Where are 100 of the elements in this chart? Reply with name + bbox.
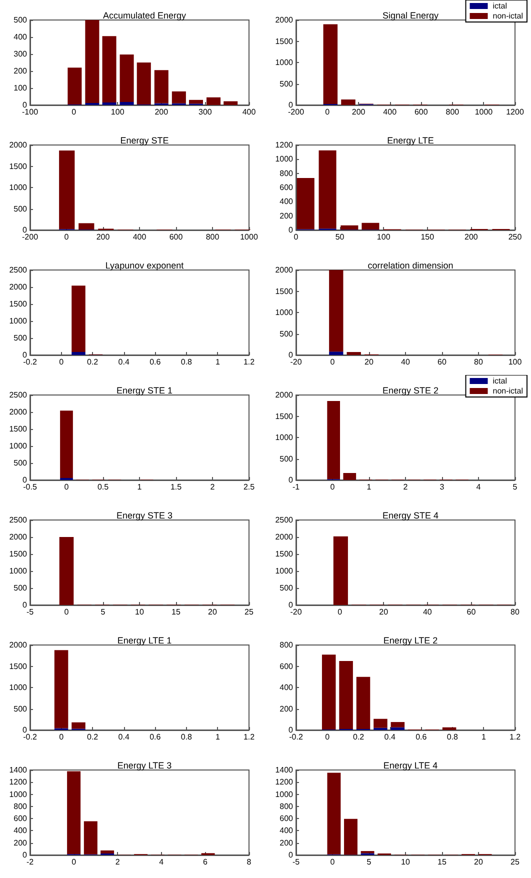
y-tick-label: 500 — [280, 584, 294, 592]
x-tick-label: 0 — [330, 358, 336, 366]
y-tick-label: 1000 — [9, 790, 28, 799]
chart-title: Energy LTE 1 — [117, 636, 172, 646]
chart-title: Lyapunov exponent — [105, 260, 184, 270]
y-tick-label: 800 — [280, 640, 294, 650]
x-tick-label: 0.6 — [150, 732, 162, 742]
chart-title: Energy STE 2 — [382, 386, 439, 396]
x-tick-label: -100 — [22, 108, 39, 116]
y-tick-label: 1200 — [275, 140, 294, 150]
y-tick-label: 1400 — [9, 766, 28, 774]
x-tick-label: 4 — [159, 858, 164, 866]
x-tick-label: 0 — [64, 232, 70, 242]
x-tick-label: 20 — [208, 608, 218, 616]
x-tick-label: 60 — [466, 608, 476, 616]
x-tick-label: 200 — [352, 108, 366, 116]
y-tick-label: 0 — [288, 226, 294, 234]
chart-title: Energy LTE — [387, 136, 434, 146]
y-tick-label: 1500 — [9, 662, 28, 671]
x-tick-label: 10 — [135, 608, 144, 616]
y-tick-label: 200 — [14, 838, 28, 848]
x-tick-label: 40 — [401, 358, 410, 366]
chart-title: Accumulated Energy — [102, 10, 187, 20]
x-tick-label: 1 — [215, 732, 220, 742]
y-tick-label: 500 — [14, 204, 28, 214]
y-tick-label: 0 — [288, 100, 294, 110]
y-tick-label: 2000 — [9, 140, 28, 150]
chart-title: Signal Energy — [382, 10, 440, 20]
x-tick-label: 1.2 — [243, 732, 256, 742]
y-tick-label: 0 — [288, 350, 294, 360]
y-tick-label: 500 — [280, 329, 294, 338]
x-tick-label: 150 — [420, 232, 435, 242]
y-tick-label: 400 — [14, 826, 28, 836]
x-tick-label: 20 — [364, 358, 374, 366]
x-tick-label: 400 — [383, 108, 398, 116]
y-tick-label: 0 — [288, 726, 294, 734]
x-tick-label: 200 — [154, 108, 169, 116]
y-tick-label: 0 — [22, 726, 28, 734]
y-tick-label: 400 — [280, 197, 294, 206]
y-tick-label: 0 — [22, 226, 28, 234]
x-tick-label: 0.4 — [118, 732, 130, 742]
x-tick-label: -1 — [292, 482, 300, 492]
y-tick-label: 1500 — [9, 300, 28, 308]
x-tick-label: -200 — [22, 232, 39, 242]
y-tick-label: 2000 — [9, 640, 28, 650]
x-tick-label: 20 — [474, 858, 484, 866]
y-tick-label: 400 — [280, 683, 294, 692]
x-tick-label: 1000 — [240, 232, 258, 242]
y-tick-label: 500 — [280, 79, 294, 88]
x-tick-label: 0.4 — [384, 732, 396, 742]
x-tick-label: 300 — [198, 108, 212, 116]
y-tick-label: 0 — [22, 850, 28, 860]
y-tick-label: 1000 — [9, 566, 28, 576]
chart-title: Energy STE — [120, 136, 169, 146]
y-tick-label: 1000 — [275, 308, 294, 317]
legend-label: non-ictal — [492, 12, 524, 20]
x-tick-label: 0 — [64, 482, 70, 492]
x-tick-label: 10 — [401, 858, 410, 866]
x-tick-label: 0.2 — [87, 732, 99, 742]
x-tick-label: 1000 — [474, 108, 494, 116]
y-tick-label: 1500 — [9, 424, 28, 434]
y-tick-label: 200 — [280, 704, 294, 714]
chart-title: correlation dimension — [368, 260, 454, 270]
chart-title: Energy STE 3 — [116, 510, 173, 520]
x-tick-label: 0 — [59, 732, 64, 742]
x-tick-label: 0 — [338, 608, 343, 616]
y-tick-label: 200 — [280, 211, 294, 220]
x-tick-label: 25 — [510, 858, 520, 866]
x-tick-label: 5 — [366, 858, 372, 866]
legend-label: ictal — [492, 2, 508, 10]
y-tick-label: 1000 — [275, 566, 294, 576]
x-tick-label: 600 — [414, 108, 428, 116]
x-tick-label: 0.2 — [87, 358, 99, 366]
y-tick-label: 600 — [14, 814, 28, 824]
x-tick-label: 80 — [474, 358, 484, 366]
x-tick-label: 1 — [366, 482, 372, 492]
x-tick-label: 3 — [440, 482, 445, 492]
x-tick-label: -5 — [292, 858, 300, 866]
x-tick-label: 100 — [110, 108, 125, 116]
x-tick-label: 0.2 — [353, 732, 365, 742]
y-tick-label: 100 — [14, 84, 28, 92]
x-tick-label: 8 — [246, 858, 252, 866]
y-tick-label: 1500 — [9, 162, 28, 171]
y-tick-label: 1500 — [275, 286, 294, 296]
y-tick-label: 200 — [14, 66, 28, 76]
x-tick-label: 0 — [330, 482, 336, 492]
y-tick-label: 1000 — [275, 58, 294, 67]
y-tick-label: 1000 — [275, 433, 294, 442]
y-tick-label: 400 — [14, 32, 28, 42]
y-tick-label: 600 — [280, 814, 294, 824]
x-tick-label: 0 — [72, 858, 77, 866]
x-tick-label: 0.5 — [97, 482, 110, 492]
x-tick-label: -0.2 — [23, 732, 38, 742]
x-tick-label: 5 — [100, 608, 106, 616]
y-tick-label: 1500 — [9, 550, 28, 558]
x-tick-label: -20 — [290, 608, 302, 616]
x-tick-label: 400 — [242, 108, 256, 116]
y-tick-label: 500 — [14, 16, 28, 24]
y-tick-label: 0 — [22, 600, 28, 610]
x-tick-label: 0.4 — [118, 358, 130, 366]
